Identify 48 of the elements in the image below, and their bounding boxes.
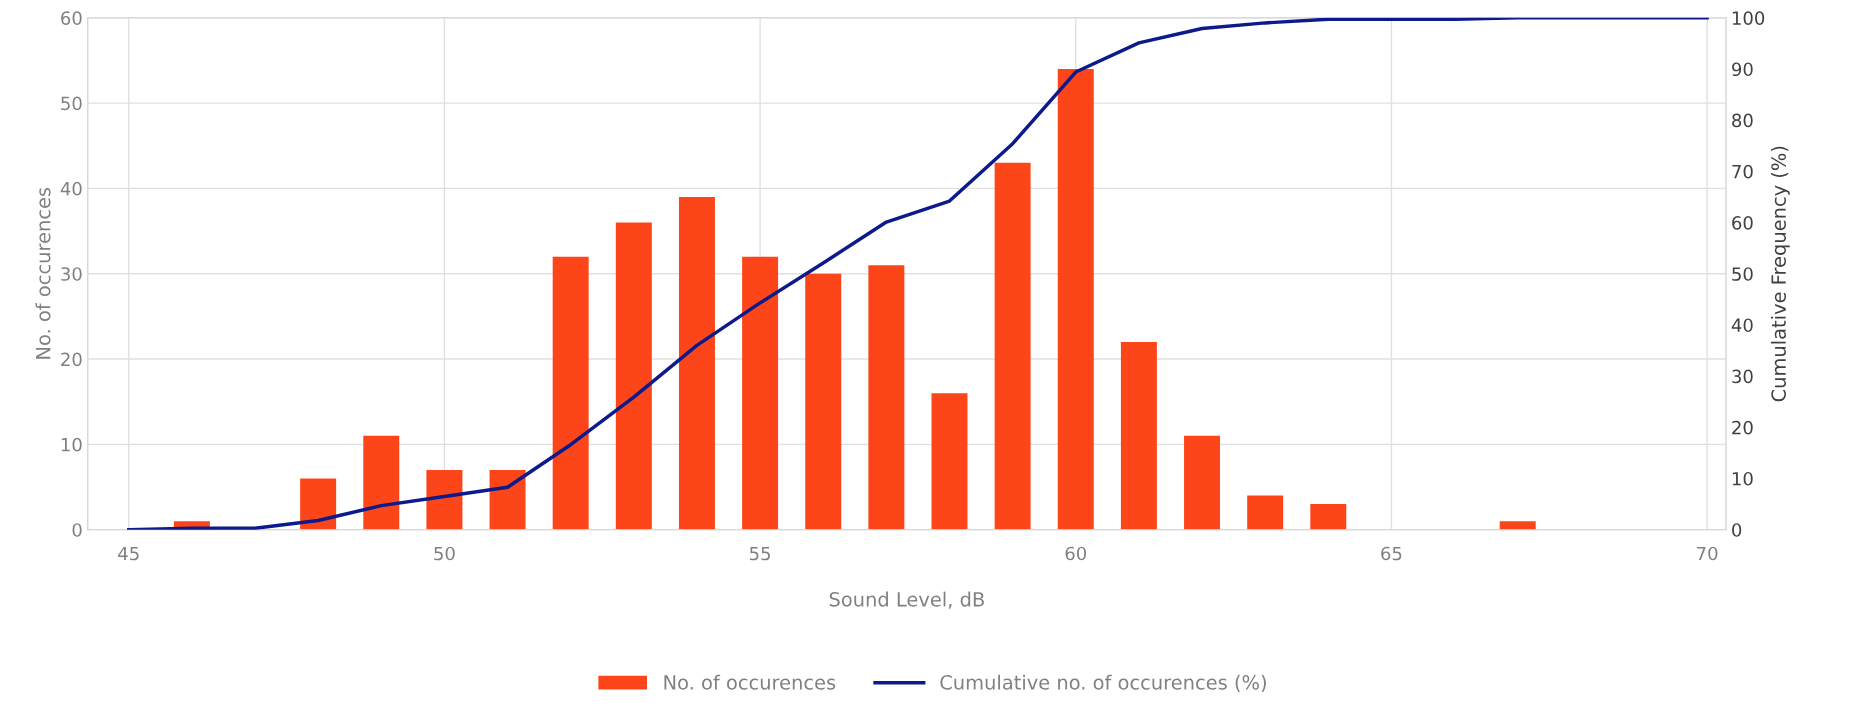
- bar: [426, 469, 463, 530]
- y-tick-label: 20: [61, 352, 82, 367]
- y-axis-title: No. of occurences: [35, 187, 51, 359]
- x-tick-label: 50: [434, 546, 455, 561]
- bar: [300, 478, 337, 530]
- legend-label: No. of occurences: [664, 674, 836, 690]
- y-tick-label: 10: [61, 437, 82, 452]
- y2-tick-label: 70: [1732, 164, 1753, 179]
- x-tick-label: 70: [1697, 546, 1718, 561]
- y2-axis-title: Cumulative Frequency (%): [1770, 146, 1790, 402]
- legend-label: Cumulative no. of occurences (%): [940, 674, 1266, 693]
- y2-tick-label: 80: [1732, 113, 1753, 128]
- bar: [1120, 341, 1157, 530]
- bar: [1057, 68, 1094, 530]
- x-tick-label: 45: [118, 546, 139, 561]
- bar: [1499, 521, 1536, 530]
- bar: [489, 469, 526, 530]
- x-tick-label: 60: [1065, 546, 1087, 561]
- bar: [678, 196, 715, 530]
- y2-tick-label: 60: [1732, 216, 1753, 230]
- y2-tick-label: 20: [1732, 420, 1753, 435]
- x-tick-label: 65: [1381, 546, 1402, 561]
- bar: [615, 222, 652, 530]
- y2-tick-label: 0: [1732, 523, 1742, 537]
- bar: [994, 162, 1031, 530]
- y-tick-label: 50: [61, 96, 82, 111]
- bar: [1247, 495, 1284, 530]
- x-axis-title: Sound Level, dB: [829, 591, 984, 609]
- bar: [363, 435, 400, 530]
- y-tick-label: 60: [61, 11, 82, 25]
- bar: [742, 256, 779, 530]
- y2-tick-label: 50: [1732, 267, 1753, 281]
- y-tick-label: 30: [61, 267, 82, 281]
- bar: [1184, 435, 1221, 530]
- bar: [1310, 504, 1347, 530]
- y2-tick-label: 90: [1732, 62, 1753, 77]
- bar: [868, 265, 905, 530]
- y2-tick-label: 10: [1732, 471, 1753, 486]
- y-tick-label: 0: [72, 523, 82, 537]
- bar: [931, 393, 968, 530]
- y-tick-label: 40: [60, 181, 82, 196]
- bar: [552, 256, 589, 530]
- y2-tick-label: 30: [1732, 369, 1753, 384]
- y2-tick-label: 40: [1731, 318, 1753, 333]
- x-tick-label: 55: [749, 546, 770, 561]
- line-series: [127, 17, 1709, 530]
- bar: [805, 273, 842, 530]
- y2-tick-label: 100: [1732, 11, 1765, 25]
